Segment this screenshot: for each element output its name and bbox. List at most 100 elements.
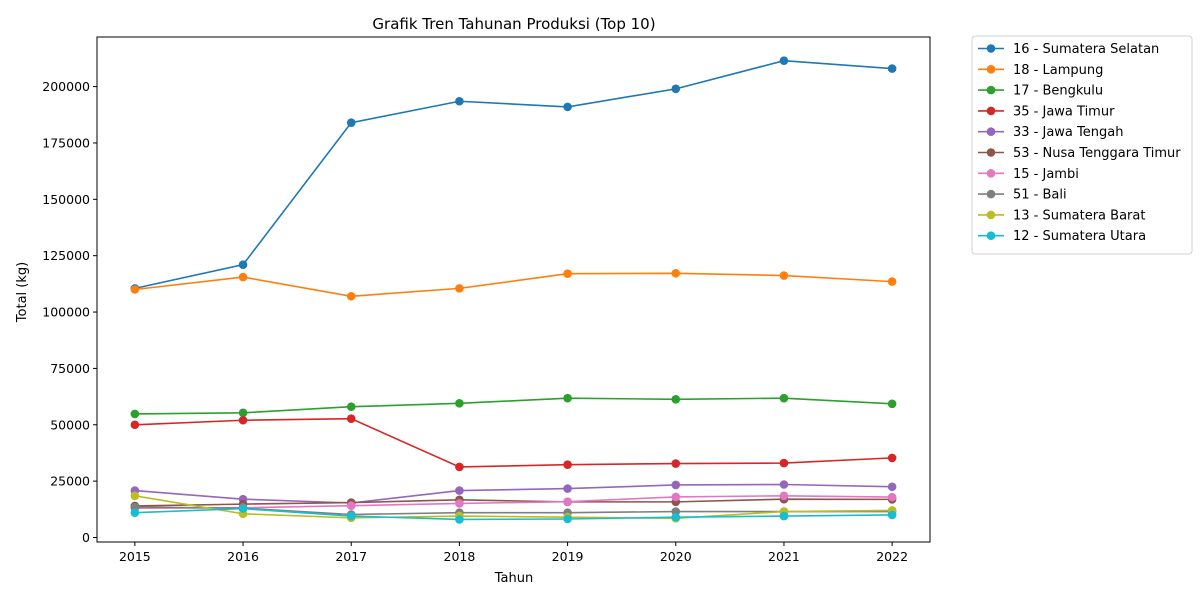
legend: 16 - Sumatera Selatan 18 - Lampung 17 - Be… <box>971 35 1193 255</box>
legend-label: 51 - Bali <box>1013 188 1067 203</box>
series-line <box>134 507 893 521</box>
data-point <box>238 272 248 282</box>
data-point <box>455 462 464 472</box>
series-line <box>134 494 893 520</box>
legend-marker <box>986 44 996 53</box>
data-point <box>563 393 572 403</box>
data-point <box>563 484 572 493</box>
x-axis-title: Tahun <box>494 571 533 586</box>
data-point <box>671 84 681 94</box>
legend-label: 13 - Sumatera Barat <box>1013 208 1145 223</box>
series-line <box>134 494 893 509</box>
data-point <box>455 499 464 508</box>
legend-entry: 35 - Jawa Timur <box>978 104 1115 119</box>
legend-marker <box>986 169 996 178</box>
legend-entry: 17 - Bengkulu <box>978 84 1103 99</box>
data-point <box>346 291 356 301</box>
series-line <box>134 272 893 298</box>
data-point <box>130 420 140 430</box>
plot-frame <box>96 36 931 543</box>
plot-area: 2015 2016 2017 2018 2019 2020 2021 2022 0 25000 50… <box>42 36 931 564</box>
data-point <box>130 409 140 419</box>
legend-entry: 18 - Lampung <box>978 63 1103 78</box>
legend-entry: 15 - Jambi <box>978 167 1079 182</box>
data-point <box>887 277 897 286</box>
y-tick-label: 50000 <box>50 417 90 432</box>
series-line <box>134 483 893 504</box>
data-point <box>779 511 789 521</box>
y-tick-label: 0 <box>82 530 90 545</box>
legend-label: 35 - Jawa Timur <box>1013 104 1115 119</box>
data-point <box>671 459 681 468</box>
data-point <box>887 482 897 492</box>
legend-label: 12 - Sumatera Utara <box>1013 229 1146 244</box>
series-9 <box>130 504 897 524</box>
series-line <box>134 417 893 468</box>
series-line <box>134 498 893 507</box>
data-point <box>455 486 464 495</box>
data-point <box>238 504 248 513</box>
y-tick-label: 100000 <box>42 305 90 320</box>
legend-label: 17 - Bengkulu <box>1013 84 1103 99</box>
data-point <box>346 402 356 412</box>
legend-marker <box>986 210 996 220</box>
series-3 <box>130 414 897 472</box>
y-tick-label: 150000 <box>42 192 90 207</box>
data-point <box>346 511 356 521</box>
series-2 <box>130 393 897 419</box>
x-tick-label: 2016 <box>227 549 259 564</box>
legend-marker <box>986 65 996 74</box>
data-point <box>455 515 464 524</box>
legend-marker <box>986 189 996 199</box>
legend-marker <box>986 127 996 136</box>
x-tick-label: 2019 <box>552 549 584 564</box>
legend-entry: 53 - Nusa Tenggara Timur <box>978 146 1181 161</box>
data-point <box>563 460 572 469</box>
data-point <box>671 394 681 404</box>
data-point <box>238 408 248 418</box>
y-tick-label: 200000 <box>42 79 90 94</box>
legend-entry: 12 - Sumatera Utara <box>978 229 1146 244</box>
x-tick-label: 2015 <box>119 549 151 564</box>
data-point <box>887 492 897 502</box>
legend-marker <box>986 106 996 116</box>
series-1 <box>130 268 897 301</box>
legend-label: 53 - Nusa Tenggara Timur <box>1013 146 1181 161</box>
data-point <box>455 284 464 293</box>
data-point <box>563 514 572 524</box>
x-tick-label: 2018 <box>444 549 476 564</box>
data-point <box>887 510 897 520</box>
legend-entry: 33 - Jawa Tengah <box>978 125 1123 140</box>
legend-marker <box>986 148 996 157</box>
data-point <box>455 399 464 408</box>
y-tick-label: 175000 <box>42 135 90 150</box>
data-point <box>887 453 897 463</box>
legend-box <box>971 35 1193 255</box>
legend-marker <box>986 85 996 95</box>
data-point <box>130 285 140 294</box>
data-point <box>563 102 572 112</box>
data-point <box>671 492 681 502</box>
data-point <box>779 480 789 489</box>
data-point <box>887 399 897 409</box>
y-tick-label: 25000 <box>50 474 90 489</box>
x-tick-label: 2017 <box>335 549 367 564</box>
legend-entry: 16 - Sumatera Selatan <box>978 42 1159 57</box>
data-point <box>779 491 789 501</box>
data-point <box>671 512 681 522</box>
legend-label: 15 - Jambi <box>1013 167 1079 182</box>
data-point <box>130 491 140 501</box>
legend-label: 33 - Jawa Tengah <box>1013 125 1123 140</box>
legend-entry: 13 - Sumatera Barat <box>978 208 1145 223</box>
data-point <box>563 497 572 506</box>
y-axis-title: Total (kg) <box>15 262 30 323</box>
data-point <box>671 480 681 490</box>
x-tick-label: 2022 <box>876 549 908 564</box>
data-point <box>779 393 789 403</box>
legend-label: 16 - Sumatera Selatan <box>1013 42 1159 57</box>
data-point <box>779 458 789 468</box>
data-point <box>346 414 356 423</box>
legend-label: 18 - Lampung <box>1013 63 1103 78</box>
